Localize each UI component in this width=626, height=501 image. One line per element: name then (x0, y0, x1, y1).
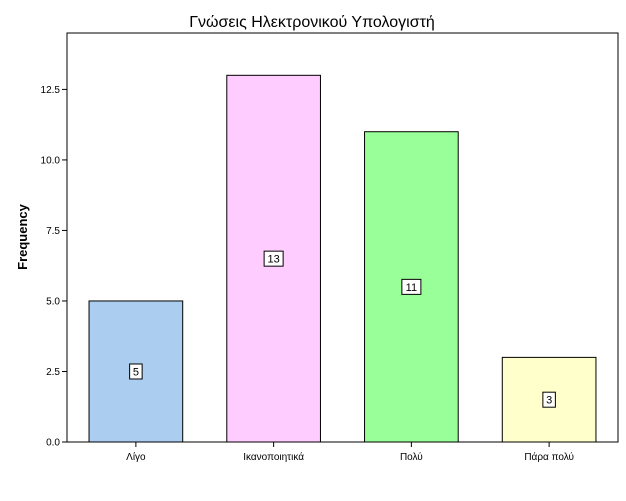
y-axis-label: Frequency (15, 203, 30, 270)
data-label: 5 (133, 366, 139, 378)
y-tick-label: 5.0 (46, 296, 60, 307)
y-tick-label: 10.0 (41, 155, 61, 166)
data-label: 11 (406, 282, 417, 294)
x-axis: Λίγο Ικανοποιητικά Πολύ Πάρα πολύ (126, 442, 574, 463)
y-tick-label: 2.5 (46, 367, 60, 378)
x-tick-label: Ικανοποιητικά (243, 451, 304, 463)
x-tick-label: Πάρα πολύ (524, 451, 574, 463)
data-label: 13 (268, 254, 280, 266)
x-tick-label: Πολύ (400, 451, 423, 463)
x-tick-label: Λίγο (126, 451, 146, 463)
plot-area (66, 32, 619, 443)
y-tick-label: 0.0 (46, 438, 60, 449)
data-label-box (129, 363, 143, 380)
bars-group: 5 13 11 3 (88, 74, 597, 443)
data-label-box (401, 278, 422, 295)
chart-title: Γνώσεις Ηλεκτρονικού Υπολογιστή (189, 14, 435, 31)
y-tick-label: 12.5 (41, 85, 61, 96)
data-label-box (542, 391, 556, 408)
data-label-box (263, 250, 284, 267)
data-label: 3 (546, 395, 552, 407)
y-tick-label: 7.5 (46, 226, 60, 237)
y-axis: 0.0 2.5 5.0 7.5 10.0 12.5 (41, 85, 67, 449)
